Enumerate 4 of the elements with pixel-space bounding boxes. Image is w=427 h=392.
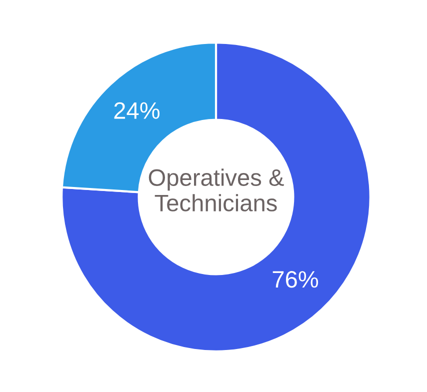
donut-slice (60, 42, 372, 352)
text: Operatives & Technicians (148, 168, 284, 212)
data-label: 76% (272, 271, 318, 288)
data-label: 24% (114, 102, 160, 119)
